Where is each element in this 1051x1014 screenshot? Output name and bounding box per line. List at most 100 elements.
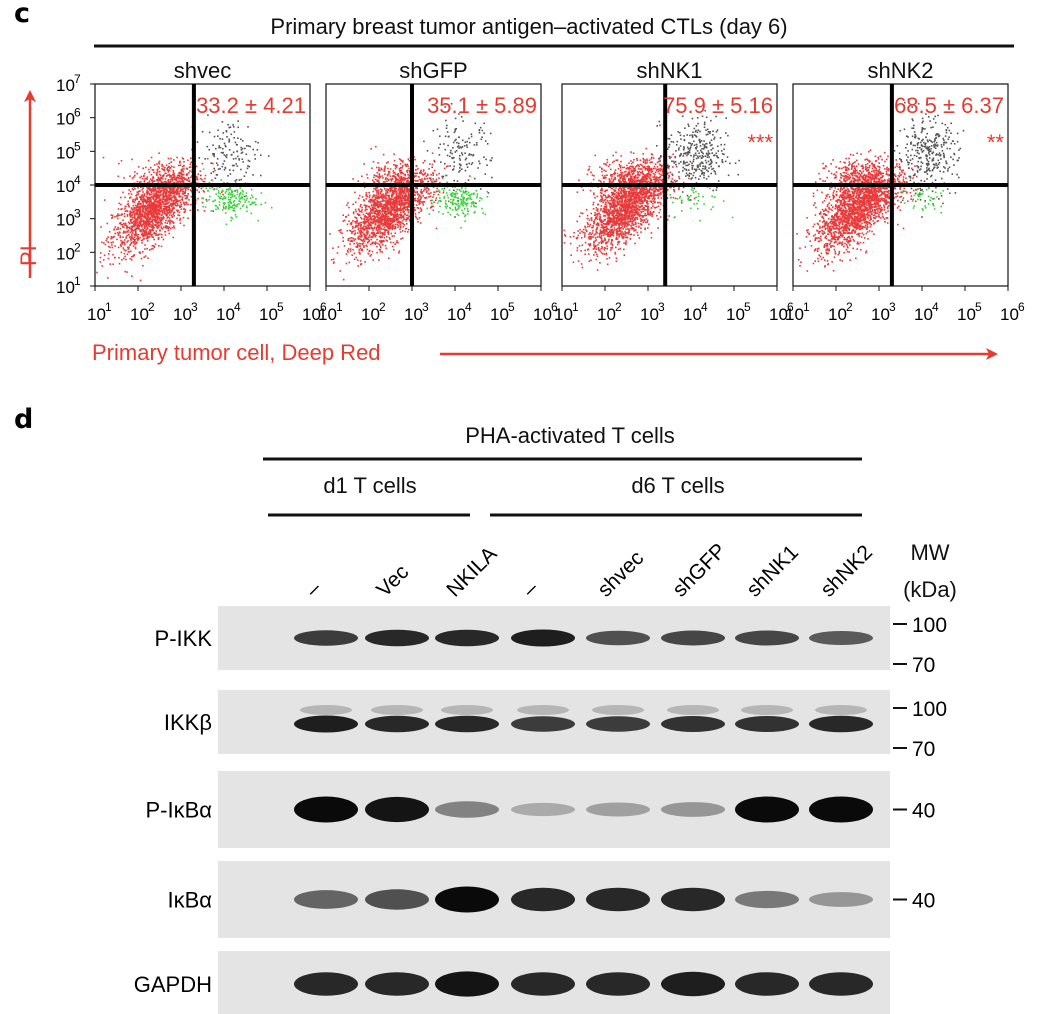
x-tick-exponent: 5: [277, 300, 284, 314]
lane-label: –: [518, 577, 543, 602]
lane-labels: – Vec NKILA – shvec shGFP shNK1 shNK2: [301, 539, 877, 601]
band-upper: [667, 705, 719, 715]
x-tick-label: 10: [914, 305, 933, 324]
band: [294, 630, 358, 646]
x-tick-label: 10: [361, 305, 380, 324]
x-tick-label: 10: [683, 305, 702, 324]
panel-d: d PHA-activated T cells d1 T cells d6 T …: [14, 404, 957, 1014]
band: [586, 972, 650, 996]
y-tick-exponent: 7: [74, 72, 81, 86]
band: [365, 715, 429, 733]
y-tick-label: 10: [56, 278, 75, 297]
x-tick-exponent: 4: [932, 300, 939, 314]
x-tick-exponent: 1: [803, 300, 810, 314]
band: [511, 972, 575, 996]
band-upper: [741, 705, 793, 715]
band: [294, 890, 358, 909]
x-tick-label: 10: [769, 305, 788, 324]
band: [365, 629, 429, 647]
y-tick-exponent: 5: [74, 139, 81, 153]
x-tick-label: 10: [640, 305, 659, 324]
x-tick-exponent: 5: [508, 300, 515, 314]
band: [586, 630, 650, 646]
subgroup-d1: d1 T cells: [323, 473, 416, 498]
panel-d-letter: d: [14, 404, 33, 435]
mw-marker-label: 40: [912, 800, 935, 823]
band: [661, 630, 725, 646]
band: [294, 796, 358, 823]
x-tick-label: 10: [216, 305, 235, 324]
band: [661, 887, 725, 912]
band: [809, 892, 873, 907]
x-tick-exponent: 6: [551, 300, 558, 314]
y-tick-label: 10: [56, 143, 75, 162]
band-upper: [441, 705, 493, 715]
y-axis-label: PI: [16, 245, 41, 266]
x-tick-exponent: 3: [658, 300, 665, 314]
band: [435, 971, 499, 997]
x-tick-exponent: 5: [744, 300, 751, 314]
x-tick-exponent: 5: [975, 300, 982, 314]
y-tick-exponent: 1: [74, 274, 81, 288]
blot-row: IκBα 40: [167, 861, 935, 938]
band: [735, 630, 799, 646]
x-tick-exponent: 1: [572, 300, 579, 314]
band: [661, 802, 725, 817]
significance-stars: **: [987, 130, 1005, 155]
band: [511, 716, 575, 732]
y-tick-exponent: 2: [74, 240, 81, 254]
x-tick-label: 10: [259, 305, 278, 324]
mw-title: MW: [910, 540, 949, 565]
x-tick-exponent: 6: [787, 300, 794, 314]
x-tick-exponent: 1: [336, 300, 343, 314]
x-tick-label: 10: [533, 305, 552, 324]
band-upper: [371, 705, 423, 715]
y-tick-label: 10: [56, 110, 75, 129]
quadrant-percentage: 75.9 ± 5.16: [663, 93, 773, 118]
panel-c-letter: c: [14, 0, 30, 29]
y-tick-label: 10: [56, 211, 75, 230]
blot-label: IκBα: [167, 888, 212, 913]
y-tick-exponent: 3: [74, 207, 81, 221]
band: [435, 801, 499, 818]
x-tick-exponent: 4: [234, 300, 241, 314]
y-tick-label: 10: [56, 244, 75, 263]
quadrant-percentage: 35.1 ± 5.89: [427, 93, 537, 118]
x-tick-exponent: 2: [148, 300, 155, 314]
mw-marker-label: 40: [912, 890, 935, 913]
lane-label: shNK1: [742, 541, 803, 602]
x-tick-exponent: 1: [105, 300, 112, 314]
band: [365, 972, 429, 996]
blot-label: P-IKK: [155, 626, 213, 651]
band: [365, 889, 429, 910]
plot-title: shGFP: [399, 58, 467, 83]
quadrant-percentage: 33.2 ± 4.21: [196, 93, 306, 118]
lane-label: Vec: [372, 561, 413, 602]
band: [435, 629, 499, 647]
blot-label: P-IκBα: [145, 798, 212, 823]
lane-label: shNK2: [816, 541, 877, 602]
mw-marker-label: 70: [912, 654, 935, 677]
x-tick-label: 10: [785, 305, 804, 324]
band: [511, 629, 575, 647]
x-tick-exponent: 2: [615, 300, 622, 314]
x-tick-label: 10: [554, 305, 573, 324]
x-tick-exponent: 3: [889, 300, 896, 314]
lane-label: shvec: [593, 546, 648, 601]
band: [735, 972, 799, 996]
band: [809, 796, 873, 823]
mw-marker-label: 100: [912, 698, 947, 721]
plot-title: shvec: [174, 58, 231, 83]
x-tick-label: 10: [871, 305, 890, 324]
band: [735, 890, 799, 909]
plot-title: shNK1: [636, 58, 702, 83]
x-tick-label: 10: [490, 305, 509, 324]
x-tick-exponent: 4: [465, 300, 472, 314]
band: [809, 972, 873, 996]
x-tick-label: 10: [726, 305, 745, 324]
band-upper: [300, 705, 352, 715]
quadrant-percentage: 68.5 ± 6.37: [894, 93, 1004, 118]
lane-label: –: [301, 577, 326, 602]
